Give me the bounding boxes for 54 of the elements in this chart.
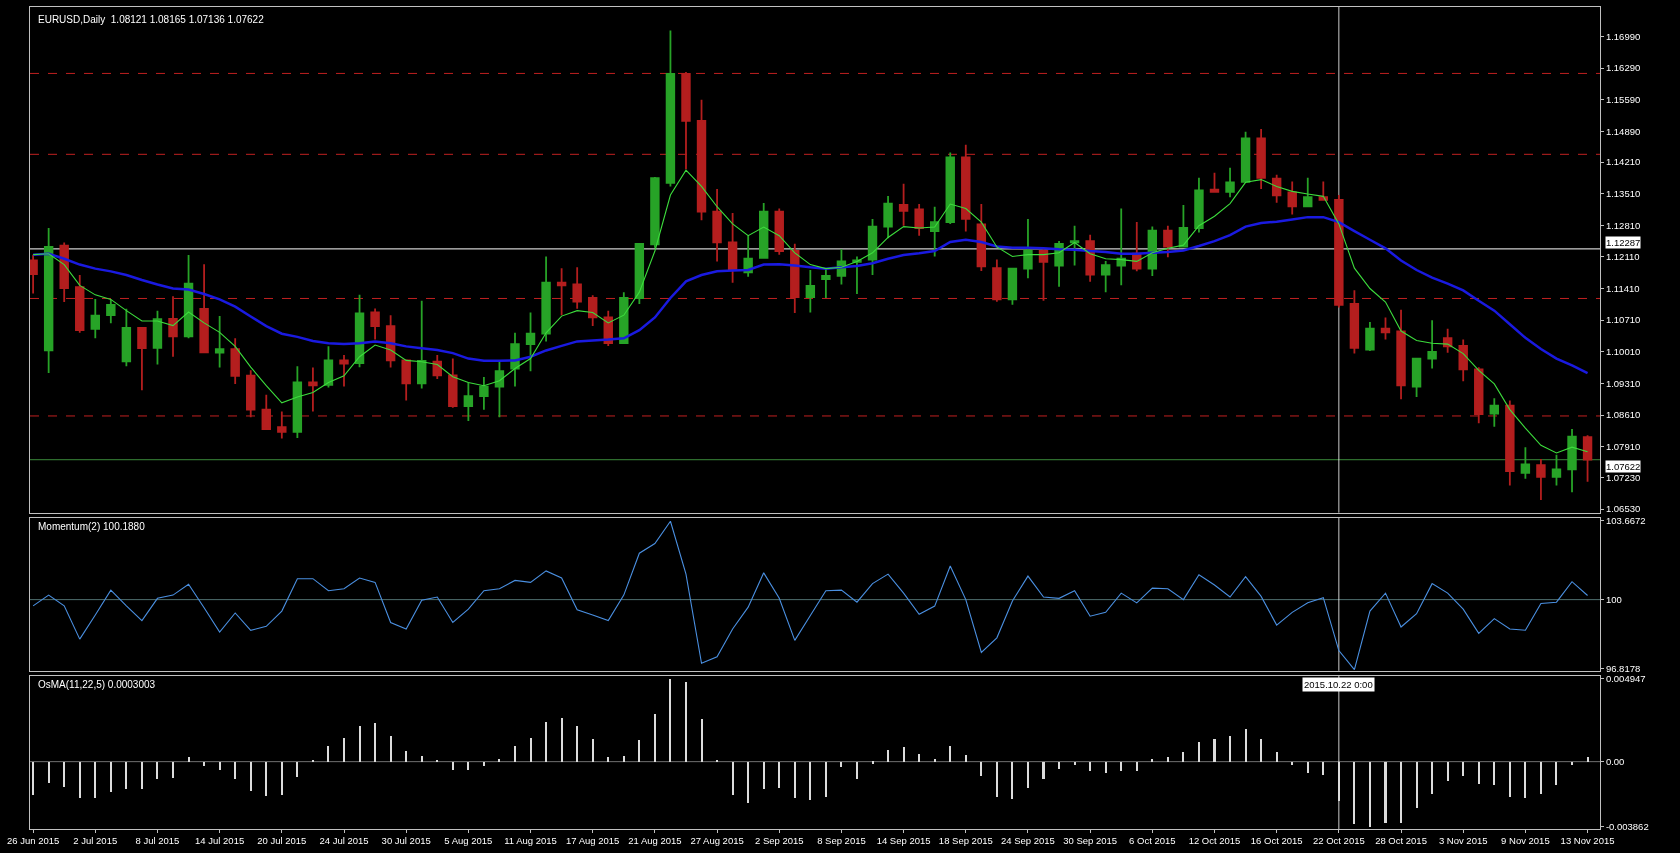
y-tick-label: 1.07910	[1605, 441, 1641, 453]
y-tick-label: 1.16990	[1605, 30, 1641, 42]
x-tick-label: 13 Nov 2015	[1560, 835, 1615, 847]
x-tick-label: 3 Nov 2015	[1438, 835, 1488, 847]
x-tick-label: 28 Oct 2015	[1375, 835, 1427, 847]
y-tick-label: 100	[1605, 593, 1622, 605]
y-tick-label: 1.16290	[1605, 62, 1641, 74]
x-tick-label: 2 Sep 2015	[754, 835, 804, 847]
y-tick-label: 1.15590	[1605, 93, 1641, 105]
ref-line-label: 2015.10.22 0:00	[1304, 679, 1373, 690]
x-tick-label: 12 Oct 2015	[1188, 835, 1241, 847]
x-tick-label: 14 Sep 2015	[876, 835, 931, 847]
ref-line-label: 1.12287	[1606, 237, 1641, 248]
x-tick-label: 26 Jun 2015	[6, 835, 60, 847]
y-tick-label: 96.8178	[1605, 662, 1641, 674]
y-tick-label: 1.07230	[1605, 471, 1641, 483]
y-tick-label: 1.14890	[1605, 125, 1641, 137]
chart-title: OsMA(11,22,5) 0.0003003	[38, 679, 156, 690]
y-tick-label: 1.14210	[1605, 156, 1641, 168]
y-tick-label: -0.003862	[1605, 821, 1649, 832]
x-tick-label: 24 Jul 2015	[319, 835, 369, 847]
y-tick-label: 0.00	[1605, 755, 1625, 767]
y-tick-label: 0.004947	[1605, 672, 1646, 684]
x-tick-label: 30 Sep 2015	[1063, 835, 1118, 847]
x-tick-label: 14 Jul 2015	[195, 835, 245, 847]
y-tick-label: 1.13510	[1605, 187, 1641, 199]
x-tick-label: 17 Aug 2015	[566, 835, 620, 847]
x-tick-label: 11 Aug 2015	[504, 835, 557, 847]
y-tick-label: 1.12110	[1605, 251, 1640, 263]
x-tick-label: 21 Aug 2015	[628, 835, 682, 847]
y-tick-label: 1.12810	[1605, 219, 1641, 231]
x-tick-label: 30 Jul 2015	[381, 835, 431, 847]
y-tick-label: 1.06530	[1605, 503, 1641, 515]
x-tick-label: 22 Oct 2015	[1312, 835, 1365, 847]
y-tick-label: 1.08610	[1605, 409, 1641, 421]
x-tick-label: 24 Sep 2015	[1001, 835, 1055, 847]
x-tick-label: 18 Sep 2015	[938, 835, 993, 847]
x-tick-label: 2 Jul 2015	[73, 835, 118, 847]
x-tick-label: 8 Sep 2015	[817, 835, 866, 847]
y-tick-label: 1.10010	[1605, 346, 1641, 358]
x-tick-label: 6 Oct 2015	[1129, 835, 1176, 847]
y-tick-label: 103.6672	[1605, 514, 1646, 526]
text: EURUSD,Daily 1.08121 1.08165 1.07136 1.07622	[38, 14, 265, 25]
x-tick-label: 9 Nov 2015	[1501, 835, 1550, 847]
x-tick-label: 20 Jul 2015	[257, 835, 307, 847]
y-tick-label: 1.09310	[1605, 377, 1641, 389]
chart-title: Momentum(2) 100.1880	[38, 521, 146, 532]
x-tick-label: 27 Aug 2015	[690, 835, 744, 847]
y-tick-label: 1.11410	[1605, 282, 1640, 294]
y-tick-label: 1.10710	[1605, 314, 1641, 326]
x-tick-label: 16 Oct 2015	[1250, 835, 1303, 847]
ref-line-label: 1.07622	[1606, 461, 1641, 472]
x-tick-label: 8 Jul 2015	[135, 835, 180, 847]
x-tick-label: 5 Aug 2015	[444, 835, 493, 847]
